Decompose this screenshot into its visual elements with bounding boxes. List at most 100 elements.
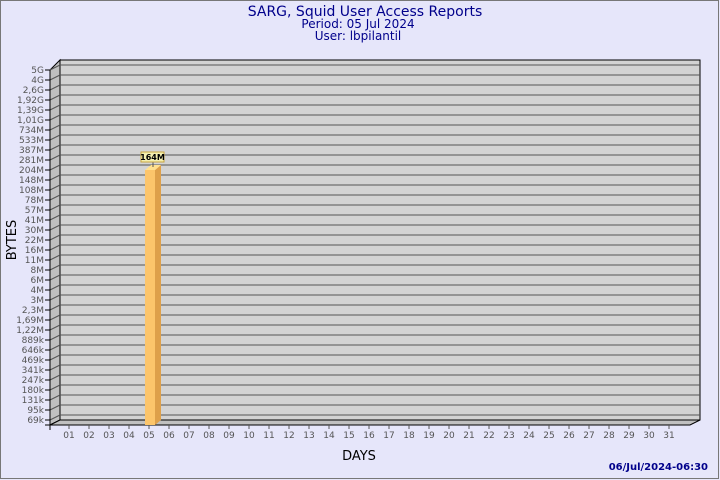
y-tick-label: 4G <box>31 76 44 86</box>
gridline-side <box>49 244 61 251</box>
y-tick-label: 1,92G <box>17 96 44 106</box>
x-tick-label: 17 <box>383 431 394 441</box>
gridline-side <box>49 124 61 131</box>
y-tick-label: 247k <box>22 376 45 386</box>
chart-title: SARG, Squid User Access Reports <box>248 4 483 20</box>
gridline-side <box>49 334 61 341</box>
footer-timestamp: 06/Jul/2024-06:30 <box>609 462 708 473</box>
gridline-side <box>49 314 61 321</box>
x-tick-label: 08 <box>203 431 215 441</box>
gridline-side <box>49 394 61 401</box>
x-tick-label: 09 <box>223 431 235 441</box>
x-ticks: 01 02 03 04 05 06 07 08 09 10 11 12 13 14 15 16 17 18 19 20… <box>63 425 675 441</box>
gridline-side <box>49 194 61 201</box>
x-tick-label: 21 <box>463 431 474 441</box>
y-tick-label: 204M <box>19 166 44 176</box>
y-tick-label: 11M <box>25 256 44 266</box>
x-tick-label: 19 <box>423 431 435 441</box>
gridline-side <box>49 174 61 181</box>
gridline-side <box>49 414 61 421</box>
data-label-box <box>140 151 165 163</box>
x-tick-label: 06 <box>163 431 175 441</box>
y-tick-label: 3M <box>31 296 45 306</box>
y-tick-label: 281M <box>19 156 44 166</box>
x-tick-label: 10 <box>243 431 255 441</box>
x-tick-label: 24 <box>523 431 535 441</box>
x-tick-label: 01 <box>63 431 74 441</box>
y-tick-label: 8M <box>31 266 45 276</box>
gridline-side <box>49 384 61 391</box>
gridline-side <box>49 374 61 381</box>
y-tick-label: 387M <box>19 146 44 156</box>
y-tick-label: 1,22M <box>16 326 44 336</box>
gridline-side <box>49 214 61 221</box>
gridline-side <box>49 74 61 81</box>
y-tick-label: 2,3M <box>22 306 44 316</box>
plot-back-wall <box>59 59 701 421</box>
y-tick-label: 1,01G <box>17 116 44 126</box>
x-tick-label: 26 <box>563 431 575 441</box>
y-ticks: 5G4G2,6G1,92G1,39G1,01G734M533M387M281M2… <box>16 66 50 426</box>
gridline-side <box>49 404 61 411</box>
x-tick-label: 22 <box>483 431 494 441</box>
y-tick-label: 1,69M <box>16 316 44 326</box>
x-tick-label: 30 <box>643 431 655 441</box>
gridline-side <box>49 274 61 281</box>
y-tick-label: 22M <box>25 236 44 246</box>
y-axis-label: BYTES <box>5 220 20 261</box>
y-tick-label: 78M <box>25 196 44 206</box>
y-tick-label: 69k <box>27 416 44 426</box>
gridline-side <box>49 234 61 241</box>
gridline-side <box>49 104 61 111</box>
bar-front <box>145 170 155 425</box>
bars: 164M <box>140 151 165 425</box>
x-tick-label: 11 <box>263 431 274 441</box>
x-tick-label: 07 <box>183 431 194 441</box>
y-tick-label: 469k <box>22 356 45 366</box>
gridline-side <box>49 84 61 91</box>
y-tick-label: 1,39G <box>17 106 44 116</box>
y-tick-label: 16M <box>25 246 44 256</box>
gridline-side <box>49 364 61 371</box>
x-tick-label: 31 <box>663 431 674 441</box>
gridline-side <box>49 164 61 171</box>
x-tick-label: 25 <box>543 431 554 441</box>
chart-user: User: lbpilantil <box>315 29 402 43</box>
gridline-side <box>49 294 61 301</box>
gridline-side <box>49 354 61 361</box>
gridline-side <box>49 134 61 141</box>
x-tick-label: 27 <box>583 431 594 441</box>
x-axis-label: DAYS <box>342 449 376 464</box>
gridline-side <box>49 284 61 291</box>
gridline-side <box>49 254 61 261</box>
y-tick-label: 734M <box>19 126 44 136</box>
gridline-side <box>49 344 61 351</box>
y-tick-label: 646k <box>22 346 45 356</box>
y-tick-label: 108M <box>19 186 44 196</box>
y-tick-label: 180k <box>22 386 45 396</box>
x-tick-label: 12 <box>283 431 294 441</box>
gridline-side <box>49 154 61 161</box>
gridline-side <box>49 224 61 231</box>
y-tick-label: 889k <box>22 336 45 346</box>
gridline-side <box>49 94 61 101</box>
x-tick-label: 23 <box>503 431 514 441</box>
gridline-side <box>49 324 61 331</box>
x-tick-label: 20 <box>443 431 455 441</box>
gridline-side <box>49 64 61 71</box>
y-tick-label: 148M <box>19 176 44 186</box>
y-tick-label: 6M <box>31 276 45 286</box>
gridline-side <box>49 264 61 271</box>
gridline-side <box>49 304 61 311</box>
y-tick-label: 2,6G <box>23 86 44 96</box>
y-tick-label: 4M <box>31 286 45 296</box>
y-tick-label: 41M <box>25 216 44 226</box>
x-tick-label: 15 <box>343 431 354 441</box>
x-tick-label: 03 <box>103 431 114 441</box>
gridline-side <box>49 204 61 211</box>
bar-top <box>145 165 161 170</box>
y-tick-label: 131k <box>22 396 45 406</box>
y-tick-label: 57M <box>25 206 44 216</box>
